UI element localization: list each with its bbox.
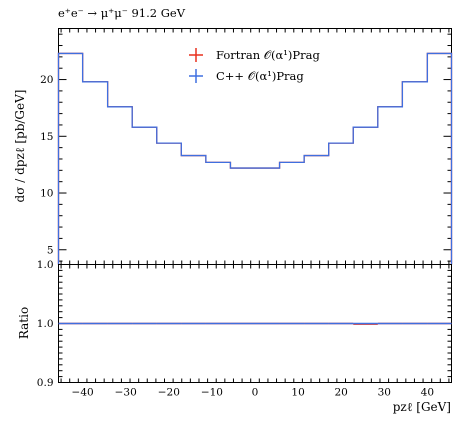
main-y-ticks: 5 10 15 20 [40, 33, 452, 262]
legend: Fortran 𝒪(α¹)Prag C++ 𝒪(α¹)Prag [189, 48, 320, 83]
series-line-fortran [57, 52, 453, 265]
main-x-ticks [60, 28, 450, 265]
x-tick-label: −10 [201, 387, 223, 399]
x-tick-label: −40 [72, 387, 94, 399]
main-series [57, 52, 453, 265]
x-tick-label: 10 [291, 387, 304, 399]
y-tick-label: 5 [47, 244, 54, 256]
main-panel: 5 10 15 20 [40, 28, 453, 265]
ratio-panel: −40 −30 −20 −10 0 10 20 30 40 0.9 1.0 1.0 [37, 259, 452, 399]
x-axis-label: pzℓ [GeV] [393, 400, 451, 414]
ratio-y-ticks: 0.9 1.0 1.0 [37, 259, 452, 389]
series-line-cpp [57, 52, 453, 265]
y-axis-label: dσ / dpzℓ [pb/GeV] [13, 90, 27, 203]
x-tick-label: 20 [334, 387, 347, 399]
chart-title: e⁺e⁻ → μ⁺μ⁻ 91.2 GeV [58, 6, 186, 20]
x-tick-label: 0 [252, 387, 259, 399]
y-tick-label: 20 [40, 74, 53, 86]
y-tick-label: 10 [40, 188, 53, 200]
ratio-y-tick-label: 1.0 [37, 318, 54, 330]
legend-label-cpp: C++ 𝒪(α¹)Prag [216, 69, 304, 83]
x-tick-label: 40 [421, 387, 434, 399]
ratio-y-axis-label: Ratio [17, 307, 31, 339]
ratio-x-ticks: −40 −30 −20 −10 0 10 20 30 40 [60, 264, 450, 399]
y-tick-label: 15 [40, 131, 53, 143]
legend-entry-fortran: Fortran 𝒪(α¹)Prag [189, 48, 320, 62]
ratio-y-tick-label: 1.0 [37, 259, 54, 271]
x-tick-label: 30 [378, 387, 391, 399]
main-frame [58, 28, 452, 265]
legend-entry-cpp: C++ 𝒪(α¹)Prag [189, 69, 304, 83]
ratio-y-tick-label: 0.9 [37, 377, 54, 389]
x-tick-label: −30 [115, 387, 137, 399]
x-tick-label: −20 [158, 387, 180, 399]
ratio-series [58, 322, 452, 325]
legend-label-fortran: Fortran 𝒪(α¹)Prag [216, 48, 320, 62]
